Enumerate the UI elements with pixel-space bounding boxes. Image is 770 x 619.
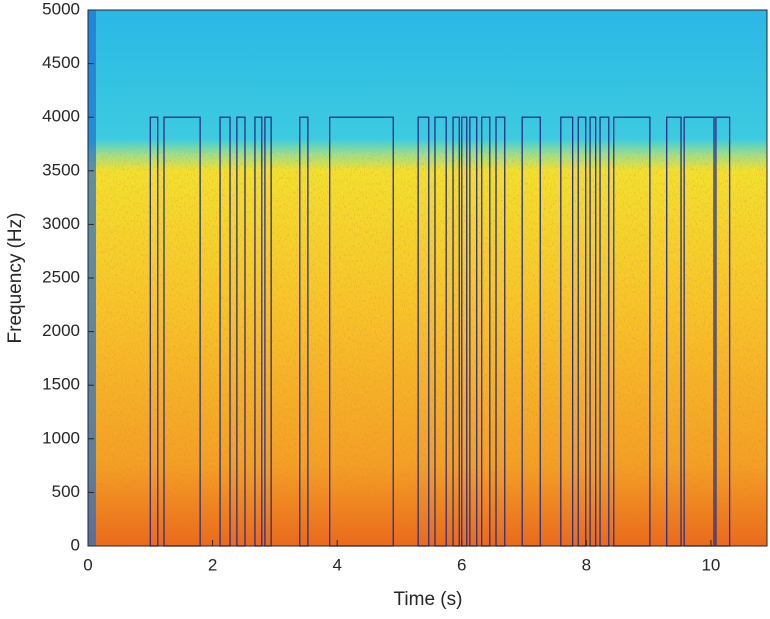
x-tick-label: 0	[83, 555, 92, 574]
y-tick-label: 2500	[42, 267, 80, 286]
y-tick-label: 3500	[42, 160, 80, 179]
y-tick-label: 4500	[42, 53, 80, 72]
y-tick-label: 500	[52, 482, 80, 501]
x-tick-label: 8	[582, 555, 591, 574]
y-tick-label: 0	[71, 535, 80, 554]
y-tick-label: 5000	[42, 0, 80, 18]
y-tick-label: 1000	[42, 428, 80, 447]
x-axis-label: Time (s)	[394, 589, 463, 610]
y-tick-label: 2000	[42, 321, 80, 340]
x-tick-label: 10	[701, 555, 720, 574]
spectrogram-image	[88, 10, 767, 546]
y-tick-label: 3000	[42, 214, 80, 233]
y-tick-label: 4000	[42, 107, 80, 126]
x-tick-label: 6	[457, 555, 466, 574]
x-tick-label: 4	[332, 555, 341, 574]
y-tick-label: 1500	[42, 375, 80, 394]
x-tick-label: 2	[208, 555, 217, 574]
y-axis-label: Frequency (Hz)	[5, 213, 26, 344]
